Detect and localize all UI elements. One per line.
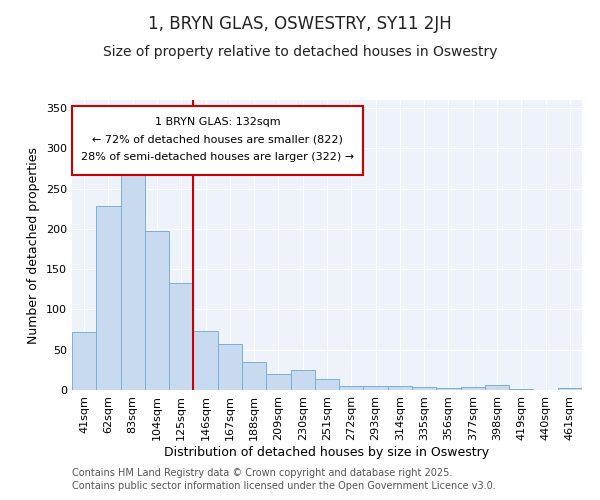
Bar (364, 386, 388, 390)
Bar (193, 331, 218, 390)
Bar (266, 374, 290, 390)
Text: 1, BRYN GLAS, OSWESTRY, SY11 2JH: 1, BRYN GLAS, OSWESTRY, SY11 2JH (148, 15, 452, 33)
Bar (339, 386, 364, 390)
Bar (290, 370, 315, 390)
Bar (436, 388, 461, 390)
Text: Contains HM Land Registry data © Crown copyright and database right 2025.: Contains HM Land Registry data © Crown c… (72, 468, 452, 477)
Bar (169, 283, 193, 390)
Bar (461, 387, 485, 390)
Bar (72, 332, 96, 390)
Bar (242, 362, 266, 390)
Bar (315, 378, 339, 390)
Bar (145, 232, 169, 390)
Bar (218, 344, 242, 390)
Text: 28% of semi-detached houses are larger (322) →: 28% of semi-detached houses are larger (… (81, 152, 354, 162)
Y-axis label: Number of detached properties: Number of detached properties (28, 146, 40, 344)
Bar (121, 163, 145, 390)
Bar (412, 387, 436, 390)
Bar (509, 389, 533, 390)
Bar (558, 388, 582, 390)
Bar (485, 385, 509, 390)
X-axis label: Distribution of detached houses by size in Oswestry: Distribution of detached houses by size … (164, 446, 490, 458)
Text: Size of property relative to detached houses in Oswestry: Size of property relative to detached ho… (103, 45, 497, 59)
Text: 1 BRYN GLAS: 132sqm: 1 BRYN GLAS: 132sqm (155, 118, 280, 128)
Text: ← 72% of detached houses are smaller (822): ← 72% of detached houses are smaller (82… (92, 135, 343, 145)
Bar (388, 386, 412, 390)
Bar (96, 206, 121, 390)
Text: Contains public sector information licensed under the Open Government Licence v3: Contains public sector information licen… (72, 481, 496, 491)
FancyBboxPatch shape (72, 106, 363, 176)
